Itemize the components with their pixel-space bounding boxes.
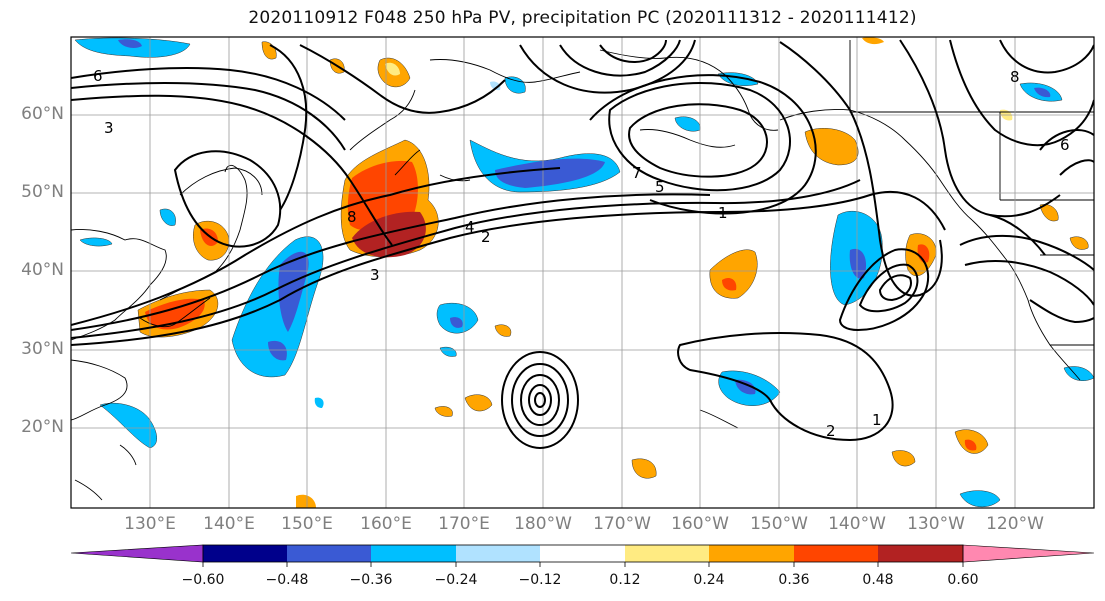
lat-label: 50°N (21, 182, 64, 202)
lon-label: 150°W (750, 514, 808, 534)
lat-label: 20°N (21, 417, 64, 437)
colorbar-tick-label: −0.12 (518, 572, 562, 588)
colorbar-segment (878, 545, 963, 562)
colorbar-tick-label: 0.24 (693, 572, 725, 588)
contour-label: 7 (632, 164, 642, 182)
colorbar-segment (794, 545, 878, 562)
colorbar-segment (962, 544, 1095, 563)
colorbar-segment (625, 545, 709, 562)
lat-label: 40°N (21, 260, 64, 280)
lon-label: 170°W (593, 514, 651, 534)
lon-label: 150°E (281, 514, 333, 534)
colorbar-tick-label: 0.12 (609, 572, 641, 588)
colorbar-tick-label: 0.48 (862, 572, 894, 588)
contour-label: 1 (872, 411, 882, 429)
colorbar-tick-label: −0.60 (181, 572, 225, 588)
map-frame (70, 36, 1095, 509)
contour-label: 2 (481, 228, 491, 246)
contour-label: 3 (104, 119, 114, 137)
graticule (71, 37, 1094, 508)
pv-vortex-contours (501, 351, 579, 449)
colorbar-tick-label: 0.60 (947, 572, 979, 588)
contour-label: 6 (1060, 136, 1070, 154)
colorbar-segment (709, 545, 794, 562)
colorbar-tick-label: 0.36 (778, 572, 810, 588)
contour-label: 3 (370, 266, 380, 284)
colorbar-tick-label: −0.24 (434, 572, 478, 588)
colorbar-segment (287, 545, 371, 562)
contour-label: 5 (655, 178, 665, 196)
lon-label: 130°W (907, 514, 965, 534)
contour-label: 4 (465, 218, 475, 236)
lon-label: 140°W (828, 514, 886, 534)
colorbar-segment (70, 544, 204, 563)
lon-label: 130°E (124, 514, 176, 534)
colorbar-tick-label: −0.48 (265, 572, 309, 588)
map-title: 2020110912 F048 250 hPa PV, precipitatio… (248, 8, 917, 28)
lon-label: 170°E (438, 514, 490, 534)
contour-label: 2 (826, 422, 836, 440)
lon-label: 160°E (360, 514, 412, 534)
lat-label: 60°N (21, 104, 64, 124)
colorbar-segment (540, 545, 625, 562)
contour-label: 6 (93, 67, 103, 85)
colorbar-segment (456, 545, 540, 562)
lon-label: 180°W (514, 514, 572, 534)
contour-label: 1 (718, 204, 728, 222)
contour-labels: 6 3 8 2 7 4 5 1 3 6 2 1 8 (93, 67, 1070, 440)
contour-label: 8 (1010, 68, 1020, 86)
pv-contours (71, 39, 1094, 442)
lon-label: 120°W (986, 514, 1044, 534)
lat-label: 30°N (21, 339, 64, 359)
colorbar-segment (203, 545, 287, 562)
colorbar (70, 544, 1095, 567)
lon-label: 140°E (203, 514, 255, 534)
colorbar-segment (371, 545, 456, 562)
colorbar-tick-label: −0.36 (349, 572, 393, 588)
lon-label: 160°W (671, 514, 729, 534)
contour-label: 8 (347, 208, 357, 226)
